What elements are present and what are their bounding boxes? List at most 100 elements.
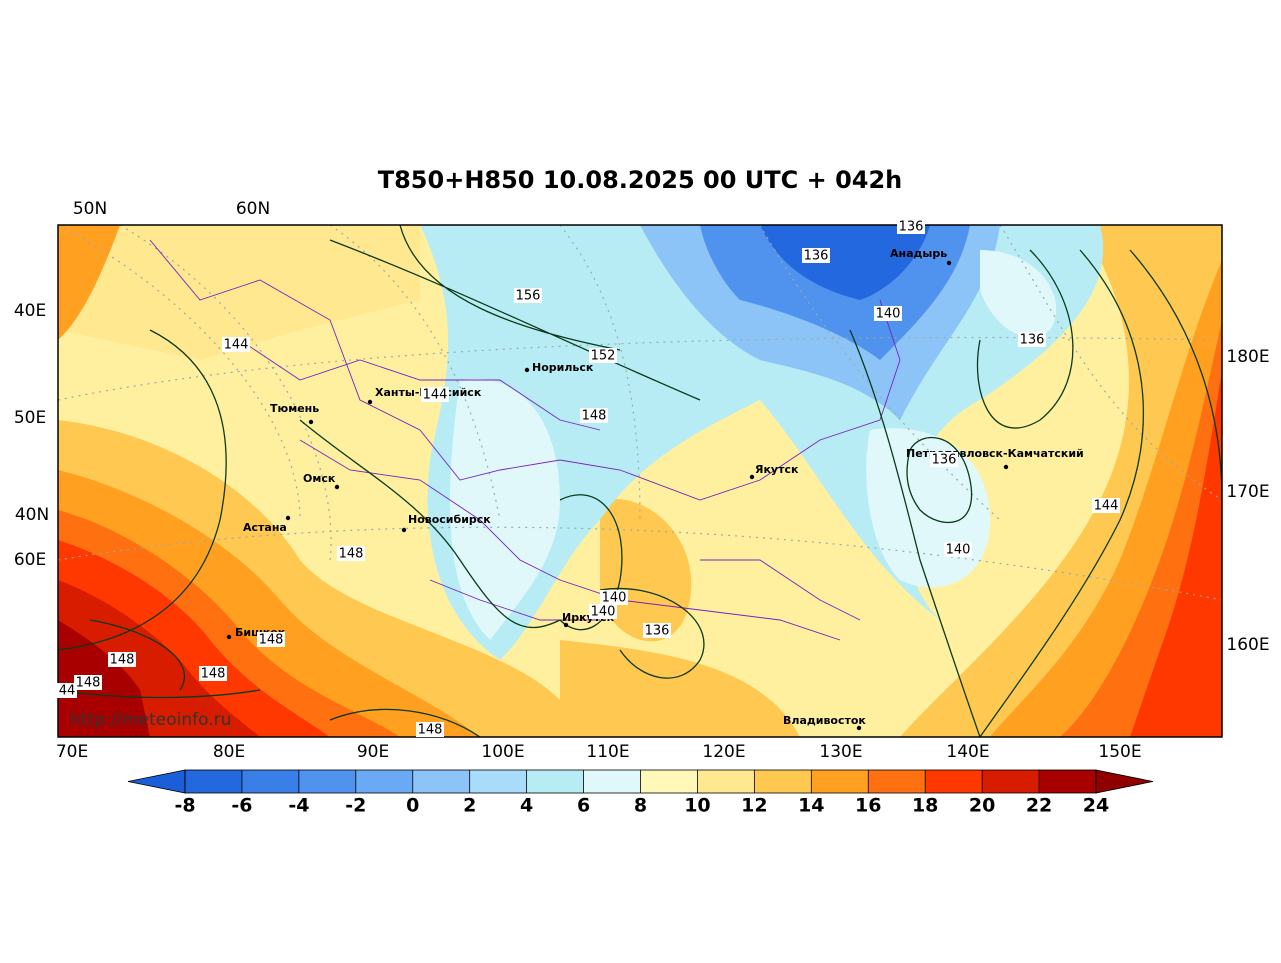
colorbar-tick-label: 24 — [1083, 795, 1109, 817]
contour-label: 136 — [899, 220, 924, 235]
contour-label-bg — [222, 337, 250, 352]
colorbar-tick-label: 16 — [855, 795, 881, 817]
contour-label-bg — [421, 387, 449, 402]
lon-label: 180E — [1226, 347, 1269, 367]
city-dot — [285, 515, 291, 521]
city-name: Новосибирск — [408, 513, 491, 526]
city-dot — [226, 634, 232, 640]
colorbar-band — [982, 770, 1040, 793]
colorbar-band — [1039, 770, 1096, 793]
contour-label: 152 — [591, 349, 616, 364]
contour-label: 148 — [418, 723, 443, 738]
colorbar-tick-label: 2 — [463, 795, 476, 817]
lon-label: 100E — [481, 742, 524, 762]
colorbar-tick-label: 6 — [577, 795, 590, 817]
colorbar-tick-label: 12 — [741, 795, 767, 817]
contour-label: 144 — [1094, 499, 1119, 514]
colorbar-band — [697, 770, 755, 793]
lat-label: 40N — [15, 505, 49, 525]
colorbar-band — [868, 770, 926, 793]
city-dot — [401, 527, 407, 533]
contour-label: 140 — [876, 307, 901, 322]
lat-label: 60N — [236, 199, 270, 219]
colorbar-band — [583, 770, 641, 793]
contour-label: 156 — [516, 289, 541, 304]
contour-label-bg — [416, 722, 444, 737]
city-name: Омск — [303, 472, 336, 485]
city-name: Астана — [243, 521, 287, 534]
contour-label: 144 — [423, 388, 448, 403]
title: T850+H850 10.08.2025 00 UTC + 042h — [378, 166, 903, 194]
colorbar-tick-label: -6 — [231, 795, 252, 817]
lon-label: 60E — [14, 550, 46, 570]
city-dot — [946, 260, 952, 266]
contour-label-bg — [600, 590, 628, 605]
lon-label: 160E — [1226, 635, 1269, 655]
contour-label-bg — [589, 604, 617, 619]
lon-label: 50E — [14, 408, 46, 428]
lat-label: 50N — [73, 199, 107, 219]
contour-label: 140 — [946, 543, 971, 558]
colorbar-band — [355, 770, 413, 793]
contour-label: 148 — [259, 633, 284, 648]
colorbar-tick-label: 8 — [634, 795, 647, 817]
contour-label-bg — [514, 288, 542, 303]
lon-label: 150E — [1098, 742, 1141, 762]
colorbar-tick-label: 22 — [1026, 795, 1052, 817]
contour-label: 136 — [932, 453, 957, 468]
contour-label: 148 — [339, 547, 364, 562]
colorbar-band — [469, 770, 527, 793]
contour-label: 136 — [804, 249, 829, 264]
colorbar-band — [298, 770, 356, 793]
colorbar-band — [241, 770, 299, 793]
contour-label: 148 — [201, 667, 226, 682]
colorbar-tick-label: -8 — [174, 795, 195, 817]
contour-label: 148 — [582, 409, 607, 424]
colorbar-band — [412, 770, 470, 793]
contour-label-bg — [643, 623, 671, 638]
contour-label-bg — [580, 408, 608, 423]
contour-label-bg — [57, 683, 77, 698]
contour-label-bg — [74, 675, 102, 690]
city-name: Норильск — [532, 361, 594, 374]
city-dot — [524, 367, 530, 373]
contour-label: 144 — [224, 338, 249, 353]
colorbar-band — [526, 770, 584, 793]
source-url: http://meteoinfo.ru — [70, 710, 231, 730]
lon-label: 140E — [946, 742, 989, 762]
contour-label-bg — [199, 666, 227, 681]
contour-label-bg — [802, 248, 830, 263]
colorbar-band — [925, 770, 983, 793]
lon-label: 110E — [586, 742, 629, 762]
contour-label: 148 — [110, 653, 135, 668]
map-frame — [57, 224, 1223, 738]
contour-label-bg — [257, 632, 285, 647]
contour-label-bg — [108, 652, 136, 667]
colorbar-band — [185, 770, 242, 793]
city-dot — [334, 484, 340, 490]
colorbar-band — [640, 770, 698, 793]
lon-label: 40E — [14, 301, 46, 321]
lon-label: 80E — [213, 742, 245, 762]
colorbar-tick-label: -2 — [345, 795, 366, 817]
lon-label: 120E — [702, 742, 745, 762]
contour-label-bg — [337, 546, 365, 561]
contour-label: 136 — [1020, 333, 1045, 348]
lon-label: 90E — [357, 742, 389, 762]
colorbar-tick-label: -4 — [288, 795, 309, 817]
colorbar-tick-label: 14 — [798, 795, 824, 817]
contour-label-bg — [589, 348, 617, 363]
city-dot — [563, 622, 569, 628]
contour-label-bg — [1092, 498, 1120, 513]
city-dot — [367, 399, 373, 405]
colorbar-band — [811, 770, 869, 793]
axis-labels: 50N 60N 40E 50E 40N 60E 180E 170E 160E — [14, 199, 1270, 655]
contour-label: 148 — [76, 676, 101, 691]
city-dot — [308, 419, 314, 425]
contour-label-bg — [1018, 332, 1046, 347]
city-name: Тюмень — [270, 402, 319, 415]
lon-label: 130E — [819, 742, 862, 762]
city-name: Анадырь — [890, 247, 947, 260]
contour-label: 44 — [59, 684, 76, 699]
